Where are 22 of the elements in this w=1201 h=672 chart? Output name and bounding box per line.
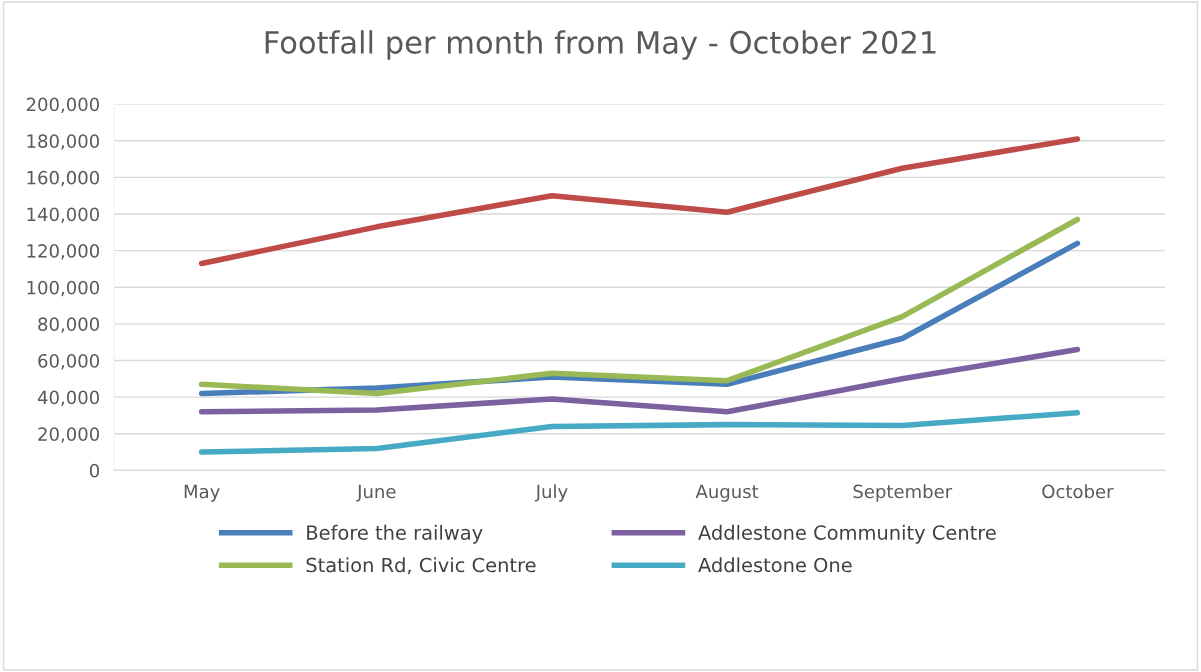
legend-label: Addlestone Community Centre bbox=[698, 524, 996, 544]
y-tick-label: 200,000 bbox=[26, 97, 100, 114]
legend-label: Station Rd, Civic Centre bbox=[306, 557, 536, 575]
y-tick-label: 0 bbox=[89, 463, 100, 478]
y-tick-label: 60,000 bbox=[38, 353, 100, 370]
y-tick-label: 140,000 bbox=[27, 207, 100, 223]
x-tick-label: October bbox=[1042, 484, 1114, 499]
chart-title: Footfall per month from May - October 2021 bbox=[265, 30, 936, 60]
y-tick-label: 20,000 bbox=[38, 427, 100, 443]
y-tick-label: 120,000 bbox=[27, 244, 100, 260]
x-tick-label: July bbox=[534, 484, 568, 502]
legend-label: Addlestone One bbox=[698, 557, 852, 573]
x-tick-label: May bbox=[184, 484, 220, 502]
x-tick-label: June bbox=[356, 484, 396, 502]
legend-label: Before the railway bbox=[307, 524, 483, 544]
y-tick-label: 160,000 bbox=[27, 170, 100, 187]
x-tick-label: August bbox=[695, 484, 759, 502]
y-tick-label: 40,000 bbox=[37, 390, 100, 407]
x-tick-label: September bbox=[853, 484, 953, 502]
y-tick-label: 100,000 bbox=[27, 280, 100, 297]
y-tick-label: 180,000 bbox=[27, 134, 100, 150]
y-tick-label: 80,000 bbox=[38, 317, 100, 333]
